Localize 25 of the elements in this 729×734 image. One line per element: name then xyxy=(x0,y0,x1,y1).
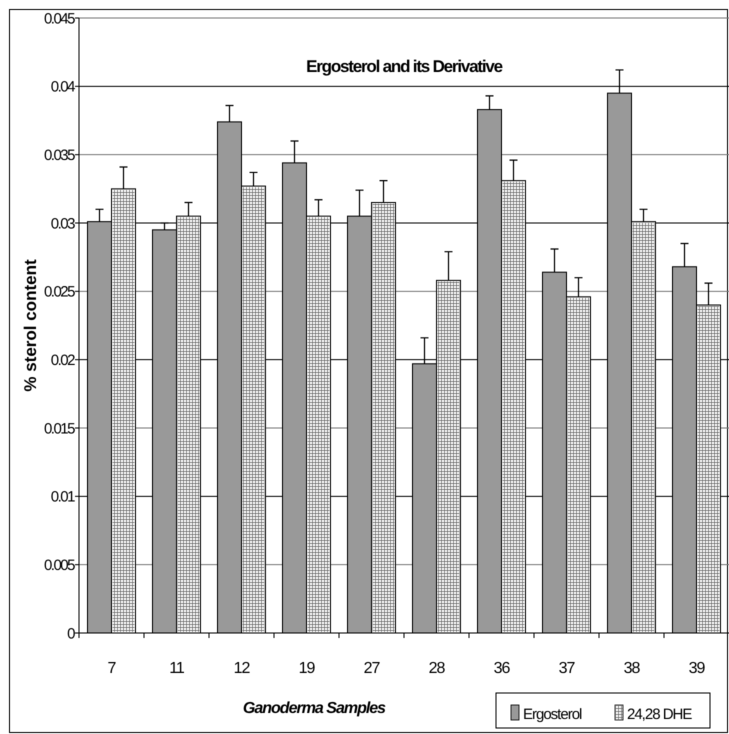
text: Ergosterol and its Derivative xyxy=(306,57,503,76)
y-tick-label: 0.035 xyxy=(44,146,76,164)
x-tick-label: 28 xyxy=(428,660,446,677)
x-tick-label: 7 xyxy=(108,660,117,677)
x-tick-label: 19 xyxy=(298,660,316,677)
legend-label: 24,28 DHE xyxy=(627,706,692,723)
x-axis-title: Ganoderma Samples xyxy=(242,700,386,717)
y-tick-label: 0.005 xyxy=(44,556,76,574)
x-tick-label: 12 xyxy=(234,660,250,677)
legend-label: Ergosterol xyxy=(523,706,582,723)
y-axis-title: % sterol content xyxy=(21,259,40,392)
x-tick-label: 38 xyxy=(624,660,640,677)
y-tick-label: 0.01 xyxy=(50,488,76,506)
y-tick-label: 0.015 xyxy=(44,420,76,438)
y-tick-label: 0.03 xyxy=(50,215,76,232)
x-tick-label: 11 xyxy=(169,660,185,677)
y-tick-label: 0.02 xyxy=(50,352,76,369)
x-tick-label: 27 xyxy=(364,660,380,677)
x-tick-label: 39 xyxy=(688,660,706,677)
x-tick-label: 37 xyxy=(558,660,576,677)
y-tick-label: 0 xyxy=(67,625,76,642)
y-tick-label: 0.045 xyxy=(44,10,76,28)
x-tick-label: 36 xyxy=(494,660,510,677)
y-tick-label: 0.04 xyxy=(50,78,76,96)
y-tick-label: 0.025 xyxy=(44,284,76,301)
